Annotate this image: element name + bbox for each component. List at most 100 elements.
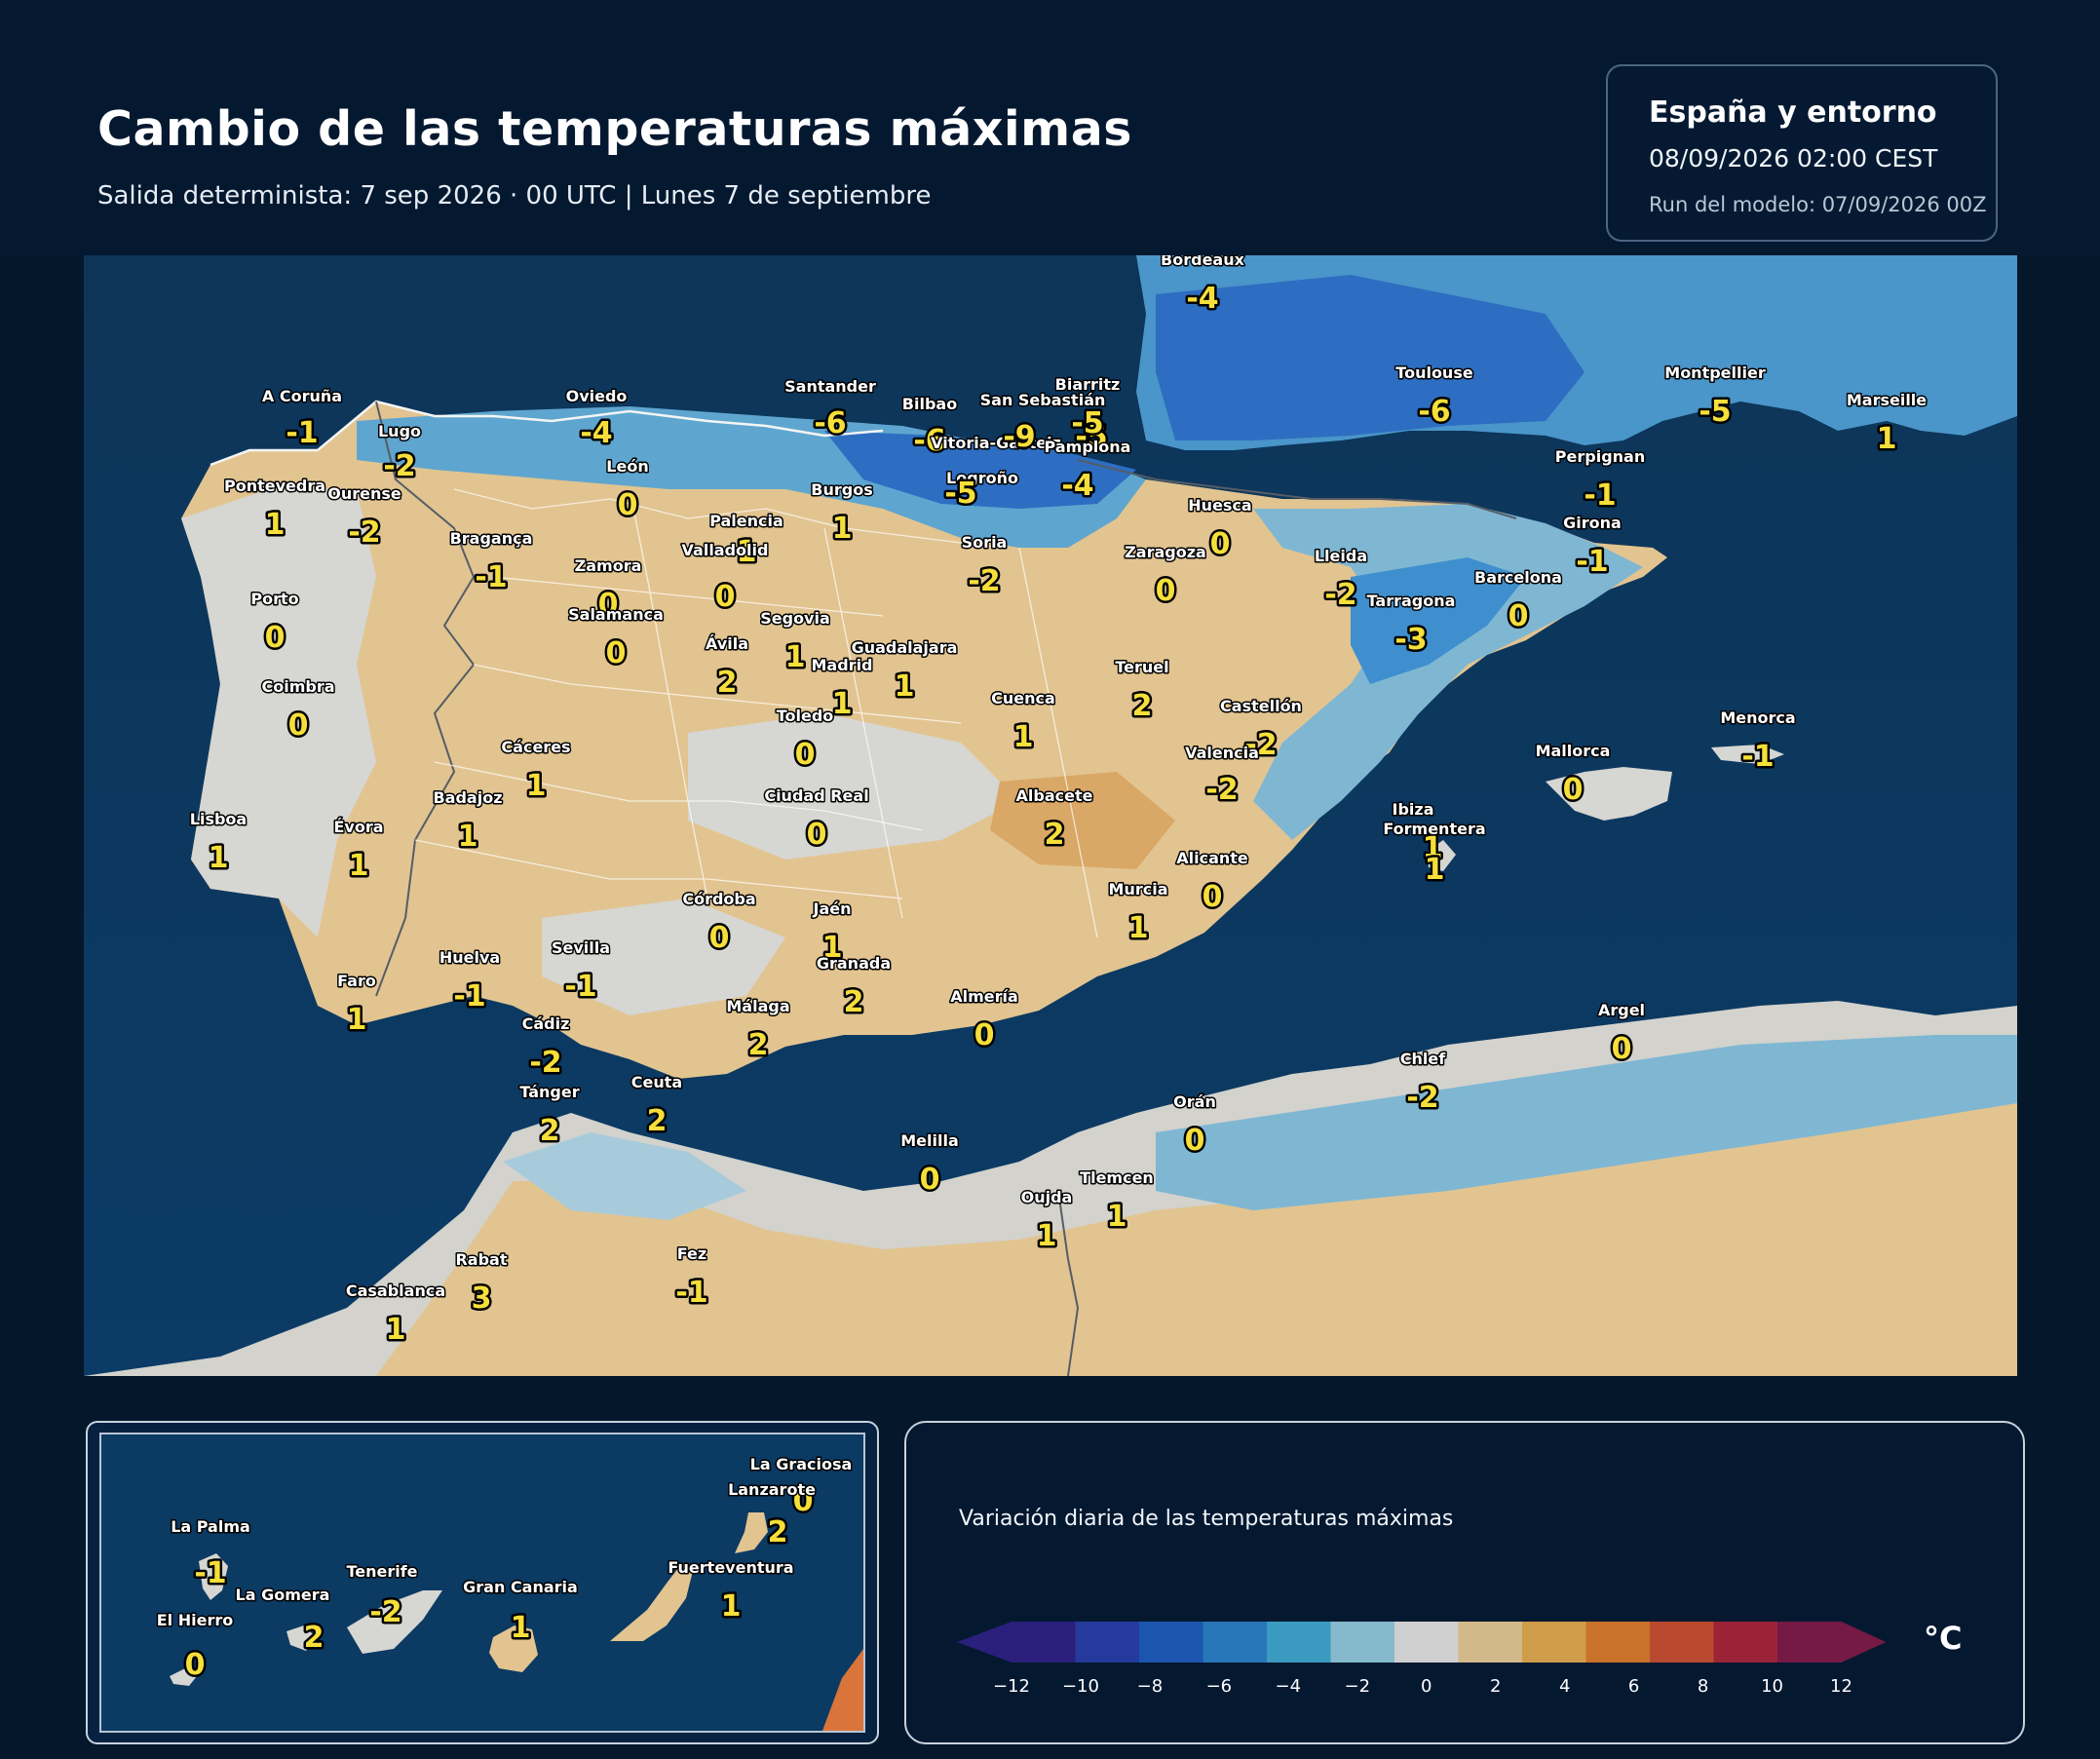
temp-change-value: -4 <box>1186 282 1218 316</box>
city-name: Cuenca <box>991 689 1055 707</box>
city-name: Jaén <box>813 899 852 918</box>
center-neutral <box>688 713 1019 860</box>
city-marker-zamora: Zamora 0 <box>573 555 643 625</box>
temp-change-value: -2 <box>968 564 1000 598</box>
la-gomera-island <box>286 1625 316 1651</box>
main-map[interactable]: A Coruña -1 Lugo -2 Oviedo -4 Santander -6 Bilba… <box>84 255 2017 1376</box>
city-marker-oviedo: Oviedo -4 <box>564 386 629 453</box>
moroccan-coast-cool <box>503 1132 746 1220</box>
city-marker-casablanca: Casablanca 1 <box>344 1281 446 1350</box>
city-marker-lleida: Lleida -2 <box>1313 546 1368 615</box>
model-run: Run del modelo: 07/09/2026 00Z <box>1649 193 1987 216</box>
region-label: España y entorno <box>1649 96 1937 130</box>
colorbar-tick-label: 10 <box>1761 1676 1783 1697</box>
city-marker-huelva: Huelva -1 <box>438 947 501 1016</box>
temp-change-value: -1 <box>475 560 507 594</box>
city-name: Rabat <box>455 1250 507 1269</box>
temp-change-value: -5 <box>1699 395 1731 429</box>
temp-change-value: -1 <box>453 979 485 1013</box>
city-marker-girona: Girona -1 <box>1562 513 1623 582</box>
city-marker-argel: Argel 0 <box>1596 1000 1646 1069</box>
city-marker-logrono: Logroño-5 <box>942 468 1020 514</box>
city-name: Zaragoza <box>1125 543 1206 561</box>
city-marker-fez: Fez -1 <box>673 1243 710 1313</box>
temp-change-value: 0 <box>974 1018 995 1052</box>
temp-change-value: -2 <box>529 1046 561 1080</box>
temp-change-value: 1 <box>265 508 286 542</box>
southeast-warm <box>990 772 1175 869</box>
city-name: Fez <box>677 1244 706 1263</box>
temp-change-value: 2 <box>304 1621 325 1655</box>
temp-change-value: 0 <box>807 818 827 852</box>
city-marker-avila: Ávila 2 <box>704 633 749 703</box>
page-subtitle: Salida determinista: 7 sep 2026 · 00 UTC… <box>97 181 932 210</box>
city-marker-pamplona: Pamplona -4 <box>1043 437 1132 506</box>
temp-change-value: 2 <box>647 1104 668 1138</box>
city-marker-salamanca: Salamanca 0 <box>567 604 666 673</box>
temp-change-value: 1 <box>832 687 853 721</box>
city-name: Pontevedra <box>224 477 325 495</box>
city-name: Faro <box>337 972 376 990</box>
temp-change-value: -9 <box>1003 420 1035 454</box>
temp-change-value: -5 <box>944 477 976 511</box>
temp-change-value: -3 <box>1394 623 1427 657</box>
city-name: Barcelona <box>1474 568 1562 587</box>
city-marker-ibiza: Ibiza 1 <box>1391 799 1445 868</box>
temp-change-value: 2 <box>748 1028 769 1062</box>
south-neutral <box>542 899 785 1015</box>
city-marker-santander: Santander -6 <box>783 376 878 443</box>
basque-cold <box>824 431 1136 509</box>
colorbar: −12 −10 −8 −6 −4 −2 0 2 4 6 8 10 12 <box>957 1622 1887 1697</box>
city-marker-marseille: Marseille 1 <box>1845 390 1928 459</box>
city-name: Coimbra <box>261 677 334 696</box>
city-name: León <box>606 457 648 476</box>
city-marker-bordeaux: Bordeaux -4 <box>1160 255 1247 319</box>
temp-change-value: -1 <box>1584 478 1616 513</box>
temp-change-value: 1 <box>347 1003 367 1037</box>
city-marker-cadiz: Cádiz -2 <box>520 1013 571 1083</box>
city-marker-rabat: Rabat 3 <box>454 1249 509 1319</box>
temp-change-value: 1 <box>1037 1219 1057 1253</box>
temp-change-value: -1 <box>564 970 596 1004</box>
city-marker-teruel: Teruel 2 <box>1114 657 1170 726</box>
colorbar-tick-label: 0 <box>1421 1676 1432 1697</box>
colorbar-tick-label: −6 <box>1206 1676 1233 1697</box>
valid-time: 08/09/2026 02:00 CEST <box>1649 144 1938 172</box>
city-marker-vitoria: Vitoria-Gasteiz-9 <box>930 418 1063 457</box>
city-marker-bilbao: Bilbao -6 <box>900 394 958 461</box>
temp-change-value: 0 <box>715 580 736 614</box>
west-neutral <box>181 489 376 937</box>
city-marker-barcelona: Barcelona 0 <box>1473 567 1564 636</box>
temp-change-value: -6 <box>913 424 945 458</box>
city-marker-mallorca: Mallorca 0 <box>1534 741 1612 810</box>
colorbar-segment <box>1012 1622 1076 1663</box>
city-name: Badajoz <box>433 788 502 807</box>
temp-change-value: 2 <box>717 666 738 700</box>
city-name: Sevilla <box>552 938 610 957</box>
temp-change-value: -6 <box>1418 395 1450 429</box>
city-marker-a-coruna: A Coruña -1 <box>260 386 343 453</box>
city-marker-ourense: Ourense -2 <box>326 483 403 553</box>
temp-change-value: -4 <box>580 416 612 450</box>
morocco-algeria-border <box>1057 1190 1080 1376</box>
temp-change-value: 3 <box>472 1281 492 1316</box>
city-name: Almería <box>950 987 1018 1006</box>
city-marker-leon: León 0 <box>605 456 650 525</box>
colorbar-segment <box>1777 1622 1842 1663</box>
city-marker-valencia: Valencia -2 <box>1184 743 1261 810</box>
city-marker-huesca: Huesca 0 <box>1187 495 1253 564</box>
canary-islands-inset: La Graciosa 0 Lanzarote 2 La Palma -1 Tenerife… <box>86 1421 879 1744</box>
city-name: Pamplona <box>1045 438 1131 456</box>
city-marker-granada: Granada 2 <box>815 953 892 1022</box>
temp-change-value: 0 <box>1508 599 1529 633</box>
temp-change-value: 0 <box>288 708 309 743</box>
temp-change-value: 1 <box>895 669 915 704</box>
fuerteventura-island <box>610 1563 694 1641</box>
island-marker-el-hierro: El Hierro 0 <box>155 1610 234 1685</box>
city-marker-badajoz: Badajoz 1 <box>432 787 504 857</box>
city-name: Salamanca <box>568 605 664 624</box>
city-name: Valencia <box>1185 744 1259 762</box>
city-marker-burgos: Burgos 1 <box>810 479 874 549</box>
temp-change-value: 0 <box>185 1648 206 1682</box>
